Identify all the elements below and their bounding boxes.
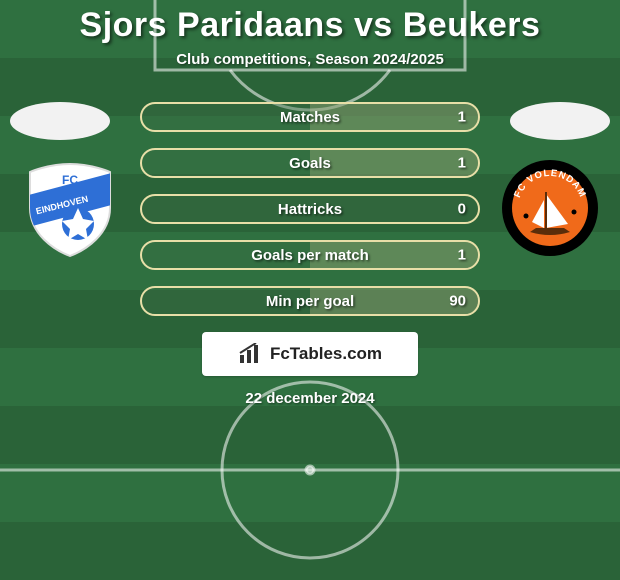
stat-label: Goals [142, 155, 478, 172]
chart-icon [238, 343, 264, 365]
stat-label: Hattricks [142, 201, 478, 218]
stat-row: Matches1 [140, 102, 480, 132]
comparison-content: FC EINDHOVEN FC VOLENDAM Matches1Goals1H… [0, 102, 620, 407]
date-label: 22 december 2024 [0, 390, 620, 407]
stats-list: Matches1Goals1Hattricks0Goals per match1… [140, 102, 480, 316]
stat-label: Matches [142, 109, 478, 126]
stat-value-right: 1 [458, 247, 466, 264]
stat-value-right: 0 [458, 201, 466, 218]
stat-row: Hattricks0 [140, 194, 480, 224]
stat-value-right: 1 [458, 109, 466, 126]
right-player-avatar-placeholder [510, 102, 610, 140]
svg-text:FC: FC [62, 173, 78, 187]
stat-row: Goals1 [140, 148, 480, 178]
branding-box[interactable]: FcTables.com [202, 332, 418, 376]
stat-value-right: 1 [458, 155, 466, 172]
page-title: Sjors Paridaans vs Beukers [0, 0, 620, 45]
branding-text: FcTables.com [270, 344, 382, 364]
stat-row: Min per goal90 [140, 286, 480, 316]
stat-value-right: 90 [449, 293, 466, 310]
left-player-avatar-placeholder [10, 102, 110, 140]
stat-row: Goals per match1 [140, 240, 480, 270]
stat-label: Goals per match [142, 247, 478, 264]
left-club-badge: FC EINDHOVEN [20, 158, 120, 258]
stat-label: Min per goal [142, 293, 478, 310]
right-club-badge: FC VOLENDAM [500, 158, 600, 258]
subtitle: Club competitions, Season 2024/2025 [0, 51, 620, 68]
